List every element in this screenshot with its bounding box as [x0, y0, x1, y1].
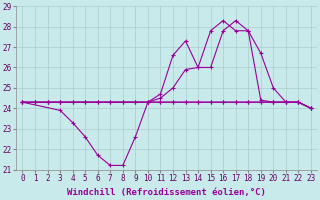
- X-axis label: Windchill (Refroidissement éolien,°C): Windchill (Refroidissement éolien,°C): [67, 188, 266, 197]
